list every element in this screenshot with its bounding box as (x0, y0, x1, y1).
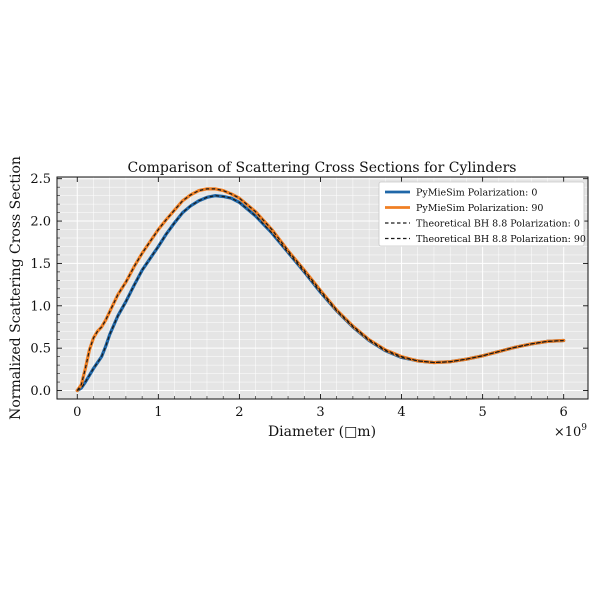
x-tick-label: 2 (235, 405, 243, 420)
y-tick-label: 2.5 (30, 172, 51, 187)
series-line-4 (76, 188, 564, 391)
plot-frame (56, 176, 589, 400)
y-tick-label: 0.0 (30, 384, 51, 399)
legend-label-3: Theoretical BH 8.8 Polarization: 0 (416, 219, 580, 230)
x-tick-label: 0 (73, 405, 81, 420)
legend-box (378, 181, 585, 247)
x-axis-multiplier: ×109 (554, 423, 587, 440)
legend-label-1: PyMieSim Polarization: 0 (416, 188, 537, 199)
x-tick-label: 6 (560, 405, 568, 420)
x-tick-label: 5 (478, 405, 486, 420)
series-layer (75, 187, 566, 393)
axis-ticks (57, 177, 588, 399)
y-axis-label: Normalized Scattering Cross Section (8, 156, 24, 420)
legend: PyMieSim Polarization: 0 PyMieSim Polariz… (378, 181, 586, 247)
chart-title: Comparison of Scattering Cross Sections … (128, 160, 517, 176)
y-tick-label: 1.0 (30, 299, 51, 314)
x-tick-label: 3 (316, 405, 324, 420)
legend-label-2: PyMieSim Polarization: 90 (416, 203, 543, 214)
y-tick-label: 2.0 (30, 215, 51, 230)
axis-tick-labels: 0 1 2 3 4 5 6 0.0 0.5 1.0 1.5 2.0 2.5 (30, 172, 568, 420)
x-tick-label: 1 (154, 405, 162, 420)
x-tick-label: 4 (397, 405, 405, 420)
legend-label-4: Theoretical BH 8.8 Polarization: 90 (416, 234, 586, 245)
y-tick-label: 0.5 (30, 342, 51, 357)
x-axis-multiplier-exponent: 9 (581, 423, 587, 433)
y-tick-label: 1.5 (30, 257, 51, 272)
x-axis-label: Diameter (□m) (268, 424, 376, 440)
